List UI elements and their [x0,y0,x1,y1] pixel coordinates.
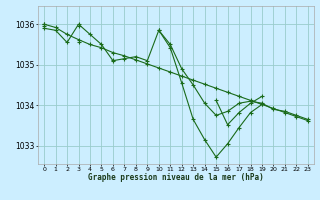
X-axis label: Graphe pression niveau de la mer (hPa): Graphe pression niveau de la mer (hPa) [88,173,264,182]
